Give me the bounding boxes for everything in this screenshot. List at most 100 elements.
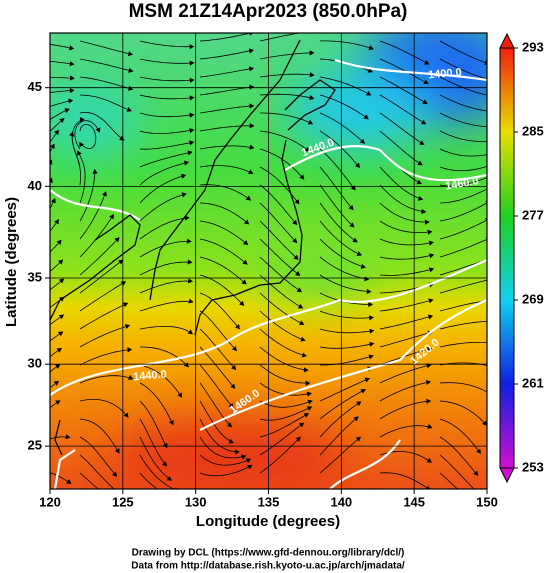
- stream-arrow: [109, 214, 114, 220]
- streamline: [439, 130, 487, 142]
- stream-arrow: [181, 173, 187, 179]
- stream-arrow: [353, 416, 359, 422]
- stream-arrow: [241, 454, 247, 460]
- streamline: [319, 40, 374, 50]
- stream-arrow: [365, 90, 372, 96]
- stream-arrow: [247, 464, 253, 470]
- y-tick-label: 35: [28, 269, 42, 284]
- streamline: [199, 220, 248, 246]
- stream-arrow: [476, 448, 481, 454]
- streamline: [379, 184, 426, 213]
- stream-arrow: [187, 329, 194, 335]
- streamline: [139, 129, 194, 134]
- contour-label: 1400.0: [428, 66, 463, 81]
- stream-arrow: [69, 61, 75, 67]
- stream-arrow: [69, 45, 75, 51]
- stream-arrow: [187, 278, 193, 284]
- stream-arrow: [296, 287, 303, 293]
- stream-arrow: [126, 106, 132, 112]
- x-axis-label: Longitude (degrees): [196, 513, 340, 530]
- streamline: [199, 382, 232, 427]
- stream-arrow: [356, 251, 362, 256]
- stream-arrow: [350, 185, 356, 191]
- stream-arrow: [50, 143, 55, 149]
- stream-arrow: [120, 281, 127, 286]
- stream-arrow: [187, 150, 193, 156]
- y-tick-label: 45: [28, 79, 42, 94]
- stream-arrow: [102, 191, 107, 197]
- streamline: [139, 472, 159, 489]
- streamline: [379, 400, 431, 420]
- stream-arrow: [166, 475, 173, 481]
- stream-arrow: [68, 98, 74, 104]
- streamline: [199, 145, 254, 150]
- streamline: [319, 238, 366, 268]
- stream-arrow: [303, 413, 310, 418]
- streamline: [50, 400, 61, 409]
- streamline: [319, 436, 361, 474]
- streamline: [79, 169, 96, 222]
- stream-arrow: [128, 374, 134, 380]
- stream-arrow: [368, 354, 374, 360]
- streamline: [319, 274, 371, 293]
- stream-arrow: [76, 150, 82, 156]
- stream-arrow: [245, 195, 252, 201]
- x-tick-label: 140: [330, 494, 352, 509]
- streamline: [199, 184, 251, 201]
- stream-arrow: [69, 131, 75, 137]
- streamline: [439, 454, 475, 489]
- stream-arrow: [59, 118, 65, 124]
- footer-line: Drawing by DCL (https://www.gfd-dennou.o…: [132, 548, 405, 559]
- streamline: [319, 202, 358, 243]
- streamline: [50, 331, 63, 342]
- stream-arrow: [189, 95, 195, 101]
- streamline: [439, 238, 487, 258]
- streamline: [199, 238, 248, 265]
- streamline: [139, 436, 172, 481]
- streamline: [199, 328, 236, 370]
- streamline: [79, 111, 125, 141]
- streamline: [50, 348, 62, 358]
- stream-arrow: [368, 301, 374, 308]
- streamline: [50, 77, 75, 79]
- streamline: [79, 375, 133, 384]
- stream-arrow: [486, 186, 487, 188]
- streamline: [379, 331, 432, 348]
- stream-arrow: [352, 237, 358, 243]
- stream-arrow: [226, 422, 233, 428]
- stream-arrow: [184, 215, 190, 221]
- stream-arrow: [489, 139, 493, 143]
- streamline: [50, 198, 56, 209]
- streamline: [50, 314, 64, 326]
- stream-arrow: [92, 168, 98, 174]
- streamline: [259, 364, 310, 384]
- stream-arrow: [363, 114, 369, 120]
- streamline: [139, 300, 193, 312]
- stream-arrow: [473, 470, 479, 476]
- streamline: [199, 125, 254, 132]
- streamline: [439, 342, 487, 348]
- x-tick-label: 145: [403, 494, 425, 509]
- stream-arrow: [426, 398, 432, 404]
- streamline: [50, 100, 73, 107]
- x-tick-label: 150: [476, 494, 498, 509]
- streamline: [79, 40, 133, 55]
- streamline: [50, 380, 59, 389]
- stream-arrow: [425, 485, 430, 489]
- streamline: [379, 238, 434, 246]
- stream-arrow: [490, 319, 494, 323]
- streamline: [439, 177, 487, 187]
- stream-arrow: [360, 389, 366, 394]
- streamline: [139, 76, 194, 82]
- stream-arrow: [488, 278, 492, 282]
- streamline: [439, 76, 487, 96]
- stream-arrow: [306, 391, 312, 397]
- stream-arrow: [181, 192, 187, 198]
- streamline: [379, 112, 425, 145]
- streamline: [199, 165, 253, 174]
- streamline: [379, 425, 432, 438]
- stream-arrow: [64, 108, 70, 113]
- stream-arrow: [54, 218, 59, 225]
- streamline: [79, 58, 133, 72]
- stream-arrow: [489, 152, 493, 156]
